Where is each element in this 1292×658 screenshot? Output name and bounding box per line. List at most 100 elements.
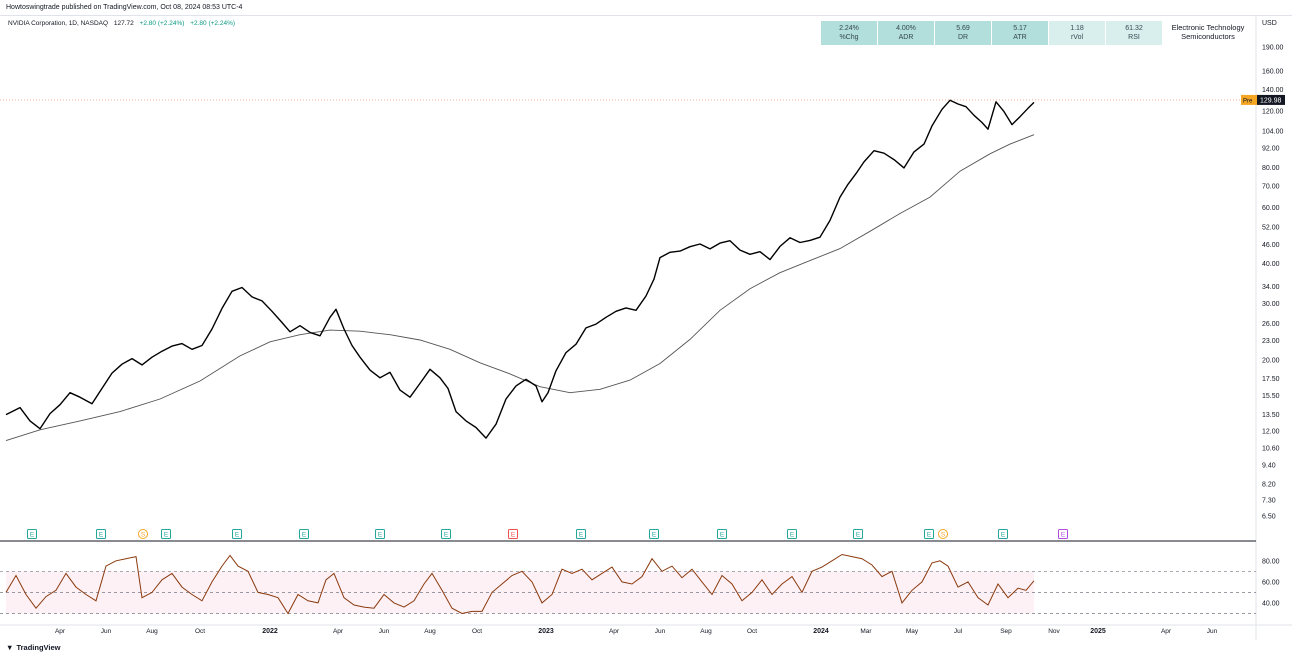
y-tick-label: 80.00: [1262, 165, 1280, 172]
industry-name: Semiconductors: [1181, 32, 1235, 41]
y-tick-label: 7.30: [1262, 498, 1276, 505]
y-tick-label: 160.00: [1262, 69, 1284, 76]
y-tick-label: 8.20: [1262, 481, 1276, 488]
event-label: E: [444, 532, 449, 539]
y-tick-label: 20.00: [1262, 357, 1280, 364]
event-label: E: [652, 532, 657, 539]
x-tick-label: Jun: [379, 628, 390, 635]
rsi-tick-label: 60.00: [1262, 579, 1280, 586]
x-tick-label: Apr: [55, 628, 66, 635]
x-tick-label: Oct: [195, 628, 205, 635]
y-tick-label: 34.00: [1262, 284, 1280, 291]
x-tick-label: Aug: [424, 628, 436, 635]
event-label: E: [1001, 532, 1006, 539]
y-tick-label: 104.00: [1262, 128, 1284, 135]
event-marker-earnings: E: [576, 529, 586, 539]
footer-brand: TradingView: [16, 643, 61, 652]
pre-market-tag: [1241, 94, 1257, 105]
y-tick-label: 92.00: [1262, 145, 1280, 152]
event-marker-split: S: [138, 529, 148, 539]
sector-name: Electronic Technology: [1171, 23, 1245, 32]
x-tick-label: 2023: [538, 628, 554, 635]
event-label: E: [856, 532, 861, 539]
rsi-tick-label: 80.00: [1262, 558, 1280, 565]
event-label: E: [235, 532, 240, 539]
symbol-name[interactable]: NVIDIA Corporation, 1D, NASDAQ: [8, 20, 109, 27]
event-marker-earnings: E: [998, 529, 1008, 539]
price-tag-label: 129.98: [1260, 97, 1282, 104]
event-marker-earnings: E: [232, 529, 242, 539]
x-tick-label: Jun: [101, 628, 112, 635]
stat-value: 5.69: [956, 25, 970, 32]
sector-info: Electronic Technology Semiconductors: [1168, 23, 1248, 41]
y-tick-label: 12.00: [1262, 428, 1280, 435]
stat-atr: 5.17 ATR: [992, 21, 1048, 45]
stat-label: rVol: [1070, 34, 1084, 41]
currency-label[interactable]: USD: [1262, 20, 1277, 27]
event-marker-earnings: E: [924, 529, 934, 539]
last-price: 127.72: [113, 20, 134, 27]
price-tag: [1257, 94, 1285, 105]
y-tick-label: 30.00: [1262, 301, 1280, 308]
price-change: +2.80 (+2.24%): [139, 20, 185, 27]
x-tick-label: Oct: [472, 628, 482, 635]
series-price-line: [5, 99, 1035, 439]
event-label: E: [927, 532, 932, 539]
event-label: S: [141, 532, 146, 539]
event-marker-earnings: E: [717, 529, 727, 539]
event-label: E: [164, 532, 169, 539]
y-tick-label: 6.50: [1262, 514, 1276, 521]
x-tick-label: Aug: [146, 628, 158, 635]
y-tick-label: 26.00: [1262, 321, 1280, 328]
y-tick-label: 9.40: [1262, 462, 1276, 469]
y-tick-label: 15.50: [1262, 393, 1280, 400]
event-label: E: [511, 532, 516, 539]
y-tick-label: 40.00: [1262, 261, 1280, 268]
y-tick-label: 46.00: [1262, 242, 1280, 249]
event-marker-earnings: E: [299, 529, 309, 539]
y-tick-label: 10.60: [1262, 446, 1280, 453]
x-tick-label: Aug: [700, 628, 712, 635]
stat-rsi: 61.32 RSI: [1106, 21, 1162, 45]
tradingview-logo[interactable]: ▼ TradingView: [6, 643, 60, 652]
stat-label: RSI: [1128, 34, 1140, 41]
symbol-legend: NVIDIA Corporation, 1D, NASDAQ 127.72 +2…: [8, 20, 239, 27]
tradingview-icon: ▼: [6, 643, 14, 652]
y-tick-label: 120.00: [1262, 109, 1284, 116]
price-change-secondary: +2.80 (+2.24%): [190, 20, 236, 27]
stat-value: 4.00%: [896, 25, 916, 32]
x-tick-label: Nov: [1048, 628, 1060, 635]
stat-adr: 4.00% ADR: [878, 21, 934, 45]
event-marker-earnings: E: [96, 529, 106, 539]
event-label: E: [1061, 532, 1066, 539]
x-tick-label: May: [906, 628, 919, 635]
stat-rvol: 1.18 rVol: [1049, 21, 1105, 45]
event-label: E: [30, 532, 35, 539]
event-marker-future_earnings: E: [1058, 529, 1068, 539]
stat-value: 1.18: [1070, 25, 1084, 32]
stat-value: 2.24%: [839, 25, 859, 32]
event-marker-earnings: E: [27, 529, 37, 539]
y-tick-label: 23.00: [1262, 338, 1280, 345]
y-tick-label: 70.00: [1262, 183, 1280, 190]
event-marker-earnings: E: [853, 529, 863, 539]
series-rsi-line: [5, 553, 1035, 615]
event-marker-split: S: [938, 529, 948, 539]
x-tick-label: Oct: [747, 628, 757, 635]
y-tick-label: 17.50: [1262, 376, 1280, 383]
x-tick-label: Apr: [1161, 628, 1172, 635]
publish-info: Howtoswingtrade published on TradingView…: [0, 0, 1292, 16]
event-label: E: [378, 532, 383, 539]
event-marker-earnings: E: [161, 529, 171, 539]
event-label: E: [99, 532, 104, 539]
x-tick-label: Sep: [1000, 628, 1012, 635]
event-marker-earnings: E: [649, 529, 659, 539]
x-tick-label: Apr: [609, 628, 620, 635]
stat-label: ADR: [898, 34, 914, 41]
y-tick-label: 13.50: [1262, 412, 1280, 419]
stat-label: DR: [957, 34, 969, 41]
pre-market-label: Pre: [1243, 98, 1253, 104]
x-tick-label: Apr: [333, 628, 344, 635]
event-label: E: [579, 532, 584, 539]
